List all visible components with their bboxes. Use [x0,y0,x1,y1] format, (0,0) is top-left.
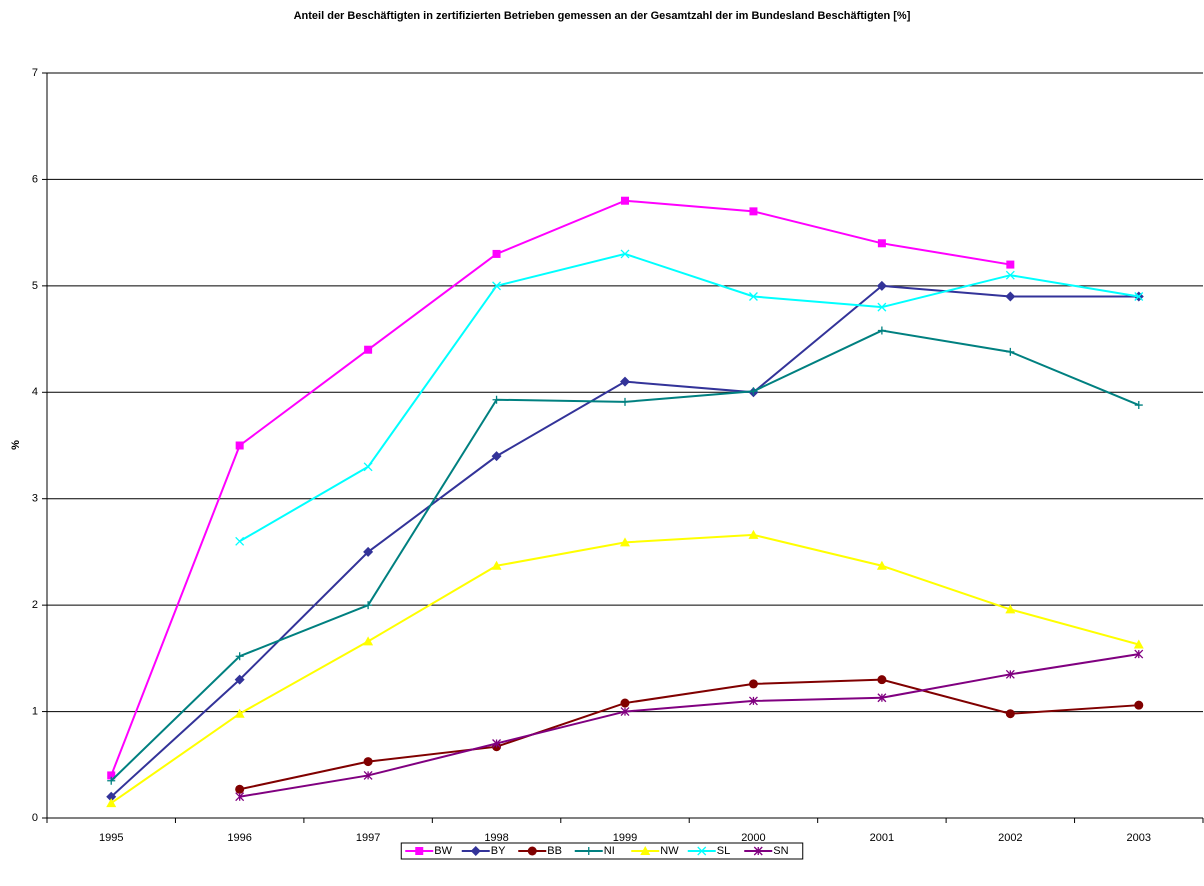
marker [470,846,481,856]
chart-title: Anteil der Beschäftigten in zertifiziert… [294,10,911,22]
y-tick-label: 7 [32,67,38,79]
marker [1005,270,1015,280]
legend-label: BY [491,845,506,857]
y-tick-label: 3 [32,493,38,505]
marker [235,536,245,546]
legend-label: SN [773,845,788,857]
y-tick-label: 6 [32,173,38,185]
marker [363,546,374,557]
marker [234,674,245,685]
marker [877,239,886,248]
marker [492,281,502,291]
marker [1005,709,1015,719]
series-line [110,533,1140,804]
marker [235,792,245,802]
marker [749,207,758,216]
y-tick-label: 4 [32,386,38,398]
marker [235,784,245,794]
marker [492,249,501,258]
y-tick-label: 1 [32,705,38,717]
y-tick-label: 5 [32,280,38,292]
marker [1134,401,1143,410]
marker [1005,291,1016,302]
marker [584,847,593,855]
marker [620,707,630,717]
marker [1134,700,1144,710]
legend-label: NW [660,845,679,857]
marker [621,397,629,406]
marker [1006,260,1015,269]
marker [748,679,758,689]
marker [106,791,117,802]
marker [1005,604,1016,614]
marker [877,326,886,335]
marker [234,708,245,718]
marker [235,441,244,450]
series-line [239,252,1139,543]
marker [877,302,887,312]
marker [753,846,763,856]
y-tick-label: 0 [32,812,38,824]
marker [492,395,501,404]
marker [620,537,630,547]
y-axis-label: % [10,440,22,450]
marker [621,196,629,205]
marker [1005,669,1015,679]
marker [1134,292,1144,301]
marker [748,292,758,301]
y-tick-label: 2 [32,599,38,611]
legend-label: BW [434,845,452,857]
marker [748,529,759,539]
marker [363,462,373,472]
series-line [239,653,1139,798]
marker [1133,639,1144,649]
marker [364,345,373,354]
marker [640,846,651,855]
marker [363,757,373,767]
marker [877,693,887,703]
x-tick-label: 1998 [484,832,508,844]
legend-label: SL [717,845,730,857]
marker [1134,649,1144,659]
x-tick-label: 1999 [613,832,637,844]
marker [620,249,630,259]
marker [491,560,502,570]
marker [620,698,630,708]
marker [877,675,887,685]
marker [749,387,758,396]
series-line [239,678,1139,791]
marker [363,770,373,780]
marker [620,376,630,387]
marker [415,847,424,855]
legend-label: BB [547,845,562,857]
x-tick-label: 2003 [1127,832,1151,844]
x-tick-label: 1996 [227,832,251,844]
x-tick-label: 1997 [356,832,380,844]
marker [1006,347,1015,356]
marker [527,846,537,856]
marker [107,776,116,785]
marker [876,560,887,570]
marker [697,846,707,856]
x-tick-label: 2002 [998,832,1022,844]
x-tick-label: 2001 [870,832,894,844]
series-line [110,199,1011,776]
marker [876,280,887,291]
legend-label: NI [604,845,615,857]
marker [492,739,502,748]
marker [491,451,502,462]
marker [106,798,117,808]
marker [748,696,758,706]
x-tick-label: 1995 [99,832,123,844]
marker [364,601,373,610]
x-tick-label: 2000 [741,832,765,844]
marker [363,636,374,646]
marker [107,771,116,780]
marker [235,652,244,661]
